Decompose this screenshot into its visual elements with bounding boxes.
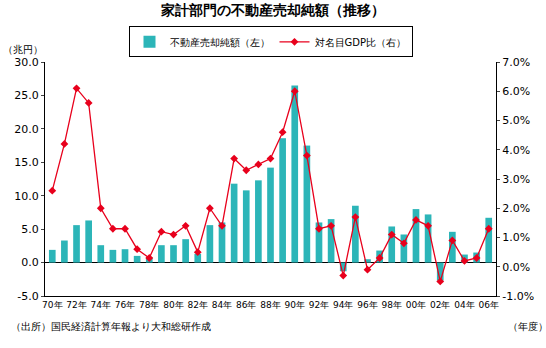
svg-text:5.0%: 5.0% [502,114,530,127]
svg-text:74年: 74年 [91,300,111,310]
svg-text:70年: 70年 [42,300,62,310]
svg-text:15.0: 15.0 [14,156,39,169]
svg-text:家計部門の不動産売却純額（推移）: 家計部門の不動産売却純額（推移） [160,2,385,18]
svg-text:92年: 92年 [309,300,329,310]
svg-text:25.0: 25.0 [14,89,39,102]
svg-text:4.0%: 4.0% [502,144,530,157]
svg-text:84年: 84年 [212,300,232,310]
svg-text:98年: 98年 [382,300,402,310]
svg-text:86年: 86年 [236,300,256,310]
svg-text:2.0%: 2.0% [502,202,530,215]
svg-text:6.0%: 6.0% [502,85,530,98]
svg-text:90年: 90年 [285,300,305,310]
svg-text:04年: 04年 [454,300,474,310]
svg-text:94年: 94年 [333,300,353,310]
svg-text:3.0%: 3.0% [502,173,530,186]
svg-text:5.0: 5.0 [21,223,39,236]
svg-text:対名目GDP比（右）: 対名目GDP比（右） [315,37,406,48]
svg-text:不動産売却純額（左）: 不動産売却純額（左） [170,37,270,48]
svg-text:00年: 00年 [406,300,426,310]
svg-text:1.0%: 1.0% [502,231,530,244]
svg-text:30.0: 30.0 [14,56,39,69]
svg-text:82年: 82年 [188,300,208,310]
svg-text:20.0: 20.0 [14,123,39,136]
svg-text:72年: 72年 [66,300,86,310]
svg-text:80年: 80年 [163,300,183,310]
svg-text:-1.0%: -1.0% [502,290,534,303]
svg-text:（兆円）: （兆円） [3,44,43,55]
svg-text:02年: 02年 [430,300,450,310]
svg-text:-5.0: -5.0 [17,290,38,303]
svg-text:78年: 78年 [139,300,159,310]
svg-text:76年: 76年 [115,300,135,310]
svg-text:0.0: 0.0 [21,256,39,269]
svg-text:06年: 06年 [479,300,499,310]
svg-text:0.0%: 0.0% [502,261,530,274]
svg-text:10.0: 10.0 [14,190,39,203]
svg-text:96年: 96年 [357,300,377,310]
svg-text:88年: 88年 [260,300,280,310]
svg-text:（出所）国民経済計算年報より大和総研作成: （出所）国民経済計算年報より大和総研作成 [11,321,211,332]
svg-text:（年度）: （年度） [508,321,546,332]
svg-text:7.0%: 7.0% [502,56,530,69]
